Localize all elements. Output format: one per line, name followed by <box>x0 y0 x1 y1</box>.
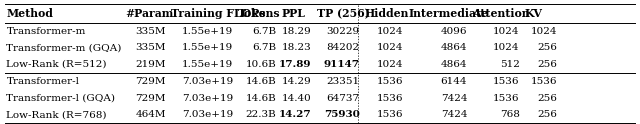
Text: 335M: 335M <box>135 43 166 52</box>
Text: 17.89: 17.89 <box>279 60 312 69</box>
Text: 7.03e+19: 7.03e+19 <box>182 77 233 86</box>
Text: 4864: 4864 <box>441 60 467 69</box>
Text: 1536: 1536 <box>377 110 403 119</box>
Text: 18.29: 18.29 <box>282 27 312 36</box>
Text: 84202: 84202 <box>326 43 360 52</box>
Text: Intermediate: Intermediate <box>408 8 488 19</box>
Text: 256: 256 <box>538 43 557 52</box>
Text: Low-Rank (R=768): Low-Rank (R=768) <box>6 110 107 119</box>
Text: 14.6B: 14.6B <box>246 94 276 103</box>
Text: Transformer-l: Transformer-l <box>6 77 79 86</box>
Text: 14.40: 14.40 <box>282 94 312 103</box>
Text: Attention: Attention <box>472 8 530 19</box>
Text: 219M: 219M <box>135 60 166 69</box>
Text: 729M: 729M <box>135 77 166 86</box>
Text: Transformer-l (GQA): Transformer-l (GQA) <box>6 94 115 103</box>
Text: Hidden: Hidden <box>365 8 409 19</box>
Text: 464M: 464M <box>135 110 166 119</box>
Text: 7424: 7424 <box>441 94 467 103</box>
Text: 1536: 1536 <box>531 77 557 86</box>
Text: 14.6B: 14.6B <box>246 77 276 86</box>
Text: 768: 768 <box>500 110 520 119</box>
Text: 4864: 4864 <box>441 43 467 52</box>
Text: 14.27: 14.27 <box>279 110 312 119</box>
Text: 1.55e+19: 1.55e+19 <box>182 27 233 36</box>
Text: 6.7B: 6.7B <box>252 43 276 52</box>
Text: 1024: 1024 <box>377 43 403 52</box>
Text: 1024: 1024 <box>377 60 403 69</box>
Text: Training FLOPs: Training FLOPs <box>171 8 266 19</box>
Text: 22.3B: 22.3B <box>246 110 276 119</box>
Text: Transformer-m: Transformer-m <box>6 27 86 36</box>
Text: Low-Rank (R=512): Low-Rank (R=512) <box>6 60 107 69</box>
Text: 1024: 1024 <box>531 27 557 36</box>
Text: 6.7B: 6.7B <box>252 27 276 36</box>
Text: 1024: 1024 <box>493 43 520 52</box>
Text: 91147: 91147 <box>324 60 360 69</box>
Text: 1.55e+19: 1.55e+19 <box>182 43 233 52</box>
Text: 7.03e+19: 7.03e+19 <box>182 110 233 119</box>
Text: 7.03e+19: 7.03e+19 <box>182 94 233 103</box>
Text: 256: 256 <box>538 60 557 69</box>
Text: 256: 256 <box>538 110 557 119</box>
Text: 64737: 64737 <box>326 94 360 103</box>
Text: Transformer-m (GQA): Transformer-m (GQA) <box>6 43 122 52</box>
Text: 18.23: 18.23 <box>282 43 312 52</box>
Text: 14.29: 14.29 <box>282 77 312 86</box>
Text: 4096: 4096 <box>441 27 467 36</box>
Text: Tokens: Tokens <box>238 8 281 19</box>
Text: 1024: 1024 <box>493 27 520 36</box>
Text: 23351: 23351 <box>326 77 360 86</box>
Text: Method: Method <box>6 8 53 19</box>
Text: 7424: 7424 <box>441 110 467 119</box>
Text: 6144: 6144 <box>441 77 467 86</box>
Text: 1024: 1024 <box>377 27 403 36</box>
Text: 512: 512 <box>500 60 520 69</box>
Text: 1536: 1536 <box>377 77 403 86</box>
Text: 30229: 30229 <box>326 27 360 36</box>
Text: PPL: PPL <box>282 8 305 19</box>
Text: TP (256): TP (256) <box>317 8 370 19</box>
Text: 1536: 1536 <box>377 94 403 103</box>
Text: 1536: 1536 <box>493 94 520 103</box>
Text: 729M: 729M <box>135 94 166 103</box>
Text: 75930: 75930 <box>324 110 360 119</box>
Text: KV: KV <box>525 8 543 19</box>
Text: 10.6B: 10.6B <box>246 60 276 69</box>
Text: 1.55e+19: 1.55e+19 <box>182 60 233 69</box>
Text: 256: 256 <box>538 94 557 103</box>
Text: #Param: #Param <box>125 8 173 19</box>
Text: 335M: 335M <box>135 27 166 36</box>
Text: 1536: 1536 <box>493 77 520 86</box>
